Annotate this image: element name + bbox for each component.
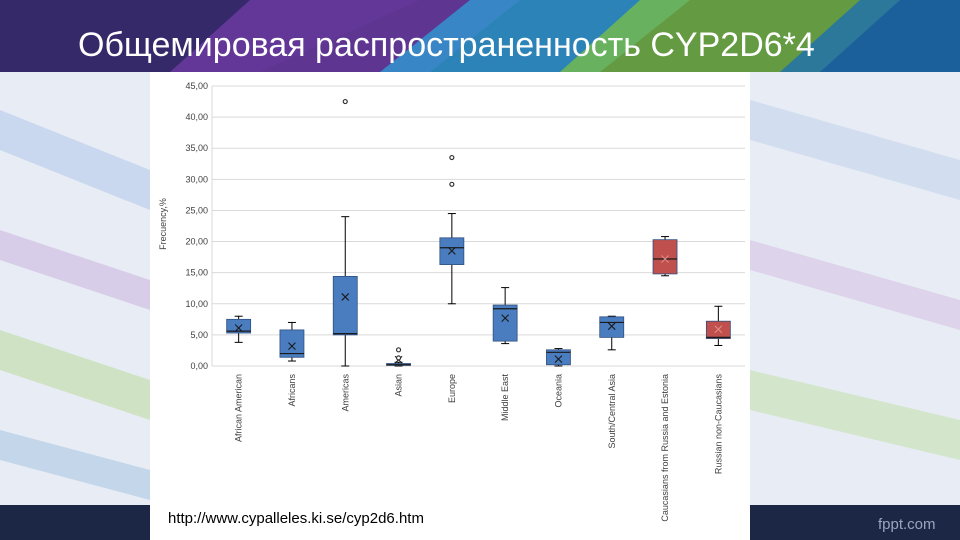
- box-iqr: [332, 275, 358, 336]
- box-africans: [279, 321, 305, 362]
- outlier-point: [449, 181, 455, 187]
- x-tick-label: Asian: [394, 374, 404, 397]
- x-tick-label: Oceania: [553, 374, 563, 408]
- box-iqr: [279, 329, 305, 358]
- y-tick-label: 35,00: [185, 143, 208, 153]
- mean-marker: [607, 322, 616, 331]
- box-middle-east: [492, 287, 518, 345]
- y-tick-label: 40,00: [185, 112, 208, 122]
- x-tick-label: Africans: [287, 374, 297, 407]
- box-russian-non-caucasians: [705, 305, 731, 346]
- mean-marker: [447, 247, 456, 255]
- x-tick-label: Europe: [447, 374, 457, 403]
- box-iqr: [546, 349, 571, 366]
- box-europe: [439, 154, 465, 305]
- outlier-point: [395, 355, 402, 361]
- box-iqr: [599, 316, 625, 338]
- boxes: [226, 98, 731, 367]
- chart-panel: 0,00 5,00 10,00 15,00 20,00 25,00 30,00 35,00 40…: [150, 72, 750, 540]
- box-oceania: [546, 348, 571, 367]
- box-african-american: [226, 315, 252, 343]
- y-tick-label: 5,00: [190, 330, 208, 340]
- outlier-point: [449, 154, 455, 161]
- box-iqr: [226, 318, 252, 334]
- outlier-point: [395, 347, 402, 353]
- y-tick-label: 0,00: [190, 361, 208, 371]
- x-axis-labels: African American Africans Americas Asian Eur…: [234, 374, 724, 522]
- source-link[interactable]: http://www.cypalleles.ki.se/cyp2d6.htm: [168, 510, 424, 527]
- y-tick-label: 25,00: [185, 205, 208, 215]
- mean-marker: [661, 255, 669, 263]
- y-tick-label: 10,00: [185, 299, 208, 309]
- box-caucasians-from-russia-and-estonia: [652, 236, 678, 277]
- slide-title: Общемировая распространенность CYP2D6*4: [78, 26, 815, 64]
- box-iqr: [492, 304, 518, 342]
- box-south-central-asia: [599, 315, 625, 351]
- outlier-point: [342, 98, 348, 105]
- y-tick-label: 15,00: [185, 268, 208, 278]
- mean-marker: [714, 325, 723, 334]
- box-asian: [386, 347, 411, 367]
- mean-marker: [288, 342, 296, 350]
- x-tick-label: Middle East: [500, 374, 510, 422]
- x-tick-label: Americas: [340, 374, 350, 412]
- box-iqr: [652, 239, 678, 275]
- x-tick-label: Russian non-Caucasians: [713, 374, 723, 475]
- x-tick-label: African American: [234, 374, 244, 442]
- y-tick-label: 20,00: [185, 237, 208, 247]
- box-plot-chart: 0,00 5,00 10,00 15,00 20,00 25,00 30,00 35,00 40…: [158, 81, 745, 522]
- y-tick-label: 45,00: [185, 81, 208, 91]
- mean-marker: [341, 293, 350, 301]
- x-tick-label: Caucasians from Russia and Estonia: [660, 374, 670, 522]
- y-axis-ticks: 0,00 5,00 10,00 15,00 20,00 25,00 30,00 35,00 40…: [185, 81, 208, 371]
- mean-marker: [554, 355, 563, 364]
- mean-marker: [501, 314, 510, 322]
- y-tick-label: 30,00: [185, 174, 208, 184]
- brand-watermark: fppt.com: [878, 516, 936, 533]
- x-tick-label: South/Central Asia: [607, 374, 617, 449]
- mean-marker: [234, 324, 243, 332]
- box-americas: [332, 98, 358, 367]
- y-axis-label: Frecuency,%: [158, 198, 168, 250]
